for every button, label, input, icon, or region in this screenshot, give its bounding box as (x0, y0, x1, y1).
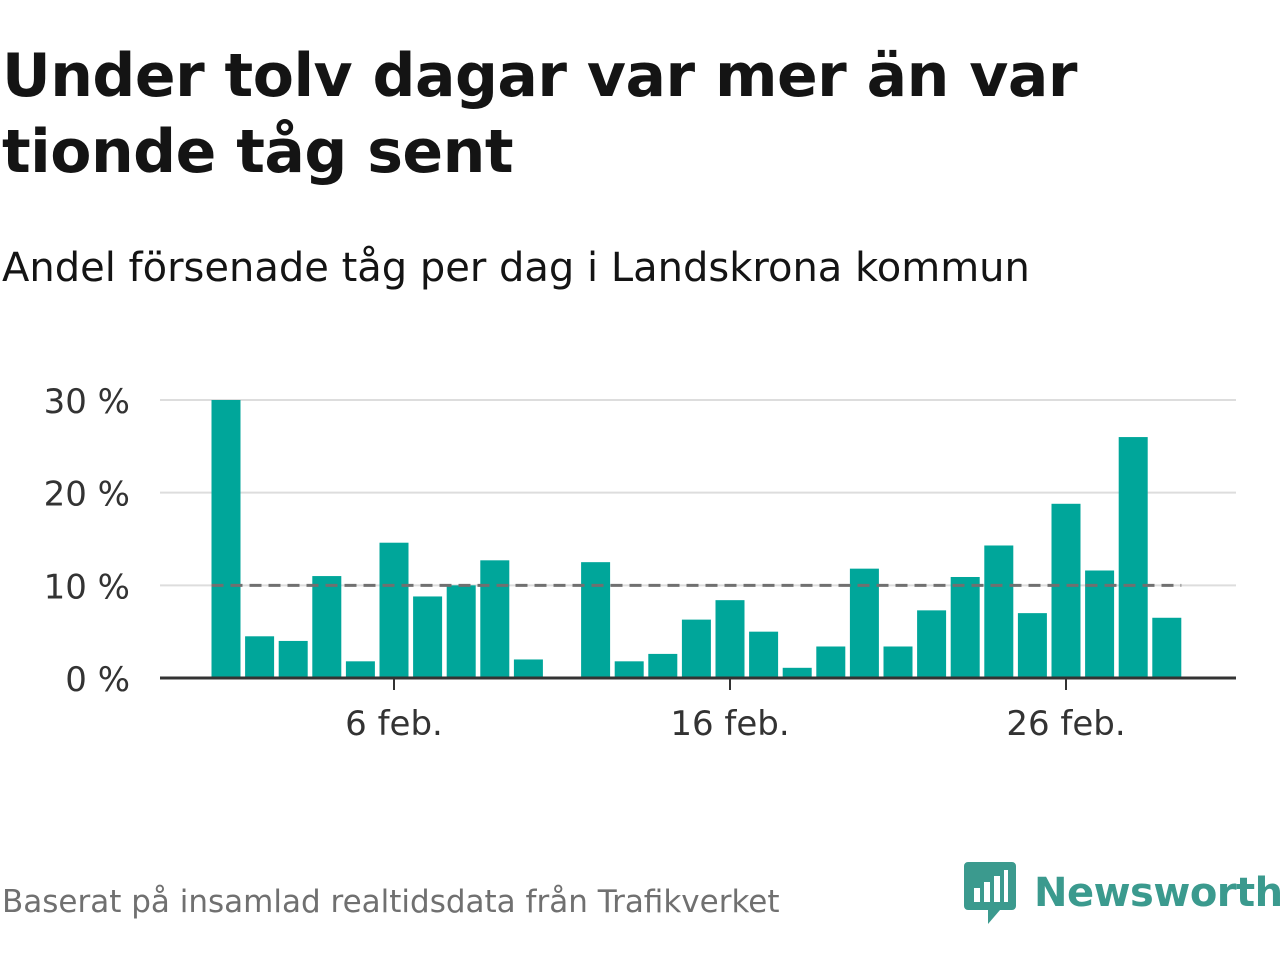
bar (312, 576, 342, 678)
y-tick-label: 0 % (65, 660, 130, 700)
bar (1017, 613, 1047, 678)
bar (849, 568, 879, 678)
y-tick-label: 10 % (44, 567, 130, 607)
bar (278, 640, 308, 678)
x-tick-label: 16 feb. (670, 704, 789, 744)
chart-title: Under tolv dagar var mer än var tionde t… (2, 41, 1077, 187)
bar-chart: 0 % 10 % 20 % 30 % 6 feb. 16 feb. 26 feb. (44, 382, 1236, 744)
bar (816, 646, 846, 678)
bar (614, 661, 644, 678)
bar (581, 562, 611, 678)
bar (345, 661, 375, 678)
bar (782, 667, 812, 678)
bar (211, 400, 241, 678)
x-tick-label: 6 feb. (345, 704, 443, 744)
bar (984, 545, 1014, 678)
source-note: Baserat på insamlad realtidsdata från Tr… (2, 884, 780, 920)
chart-subtitle: Andel försenade tåg per dag i Landskrona… (2, 245, 1030, 291)
y-tick-label: 30 % (44, 382, 130, 422)
brand[interactable]: Newsworthy (964, 862, 1280, 924)
bar (917, 610, 947, 678)
bar (245, 636, 275, 678)
axes: 0 % 10 % 20 % 30 % 6 feb. 16 feb. 26 feb. (44, 382, 1236, 744)
bar (715, 600, 745, 678)
bar (1085, 570, 1115, 678)
bar (513, 659, 543, 678)
newsworthy-logo-icon (964, 862, 1016, 924)
bar (950, 576, 980, 678)
bars (211, 400, 1182, 678)
bar (648, 653, 678, 678)
bar (1051, 503, 1081, 678)
bar (883, 646, 913, 678)
bar (379, 542, 409, 678)
bar (1118, 437, 1148, 678)
y-tick-label: 20 % (44, 475, 130, 515)
bar (413, 596, 443, 678)
x-tick-label: 26 feb. (1006, 704, 1125, 744)
bar (480, 560, 510, 678)
bar (446, 585, 476, 678)
bar (1152, 617, 1182, 678)
bar (681, 619, 711, 678)
bar (749, 631, 779, 678)
brand-name: Newsworthy (1034, 870, 1280, 916)
